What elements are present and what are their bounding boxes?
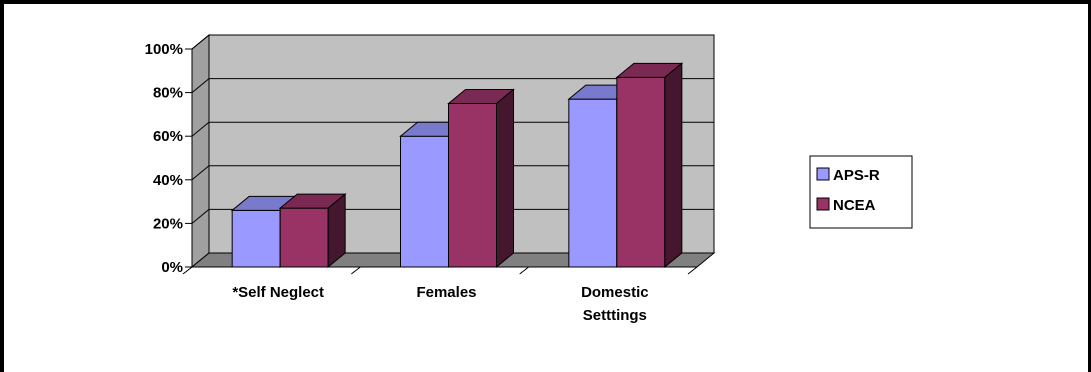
x-tick [519, 266, 529, 275]
x-tick-label: Females [416, 284, 476, 301]
y-tick-label: 0% [161, 259, 183, 276]
y-tick-label: 80% [153, 85, 183, 102]
legend-swatch [816, 167, 830, 181]
gridline [191, 121, 714, 137]
gridline [191, 78, 714, 93]
bar [278, 193, 347, 269]
bar-front [400, 135, 449, 268]
bar-side [327, 193, 346, 269]
gridline [191, 208, 714, 224]
legend: APS-R NCEA [809, 155, 913, 229]
plot-side-wall [191, 33, 210, 269]
bar-front [616, 76, 666, 268]
x-tick-label: Domestic Setttings [581, 284, 649, 324]
x-tick [351, 266, 361, 275]
x-tick [182, 266, 193, 275]
legend-label: APS-R [833, 167, 880, 184]
bar-side [496, 88, 514, 269]
bar-front [568, 98, 618, 268]
legend-label: NCEA [833, 197, 876, 214]
x-tick-label: *Self Neglect [232, 284, 324, 301]
bar-front [448, 103, 497, 268]
bar-side [664, 62, 683, 269]
bar [615, 62, 684, 269]
y-tick-label: 100% [145, 41, 183, 58]
y-tick-label: 60% [153, 128, 183, 145]
legend-swatch [816, 197, 830, 211]
gridline [191, 165, 714, 181]
y-tick-label: 20% [153, 215, 183, 232]
y-tick-label: 40% [153, 172, 183, 189]
bar-front [279, 207, 329, 268]
bar [447, 88, 515, 269]
bar-front [231, 209, 281, 268]
x-tick [687, 266, 698, 275]
gridline [191, 34, 714, 50]
